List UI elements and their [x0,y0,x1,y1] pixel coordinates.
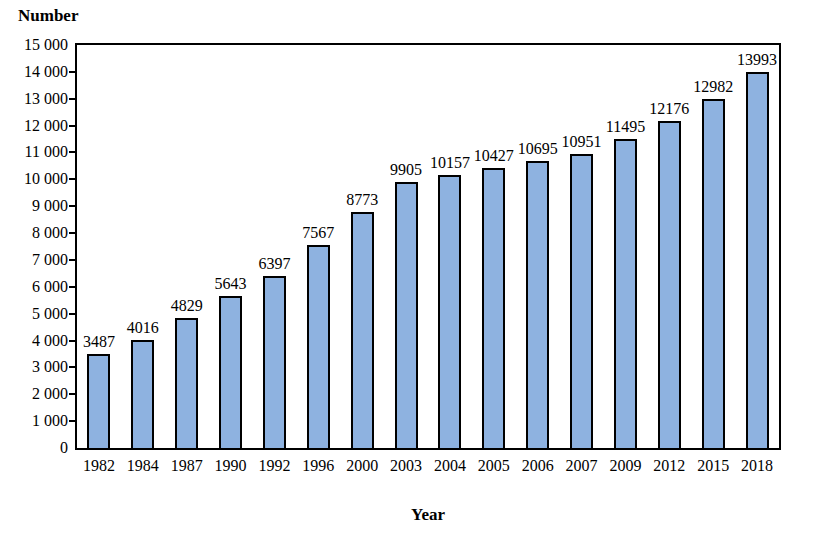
y-tick-label: 11 000 [25,144,68,160]
bar-value-label: 4016 [127,320,159,336]
y-axis-title: Number [18,6,78,26]
x-tick-label: 2009 [609,458,641,474]
bar-1987 [175,318,198,448]
bar-1996 [307,245,330,448]
bar-value-label: 8773 [346,192,378,208]
bar-1982 [87,354,110,448]
bar-2005 [482,168,505,448]
y-tick-mark [69,393,75,395]
y-tick-mark [69,286,75,288]
x-tick-label: 2012 [653,458,685,474]
y-tick-mark [69,420,75,422]
bar-value-label: 4829 [171,298,203,314]
bar-2000 [351,212,374,448]
y-tick-mark [69,71,75,73]
x-tick-label: 2018 [741,458,773,474]
y-tick-label: 8 000 [32,225,68,241]
bar-value-label: 13993 [737,52,777,68]
y-tick-label: 1 000 [32,413,68,429]
y-tick-mark [69,98,75,100]
y-tick-label: 5 000 [32,306,68,322]
y-tick-mark [69,259,75,261]
bar-2009 [614,139,637,448]
x-tick-label: 1996 [302,458,334,474]
bar-2004 [438,175,461,448]
bar-1992 [263,276,286,448]
bar-2007 [570,154,593,448]
y-tick-mark [69,125,75,127]
y-tick-label: 13 000 [24,91,68,107]
x-tick-label: 2007 [566,458,598,474]
y-tick-mark [69,151,75,153]
bar-value-label: 10427 [474,148,514,164]
y-tick-label: 15 000 [24,37,68,53]
bar-value-label: 9905 [390,162,422,178]
bar-value-label: 3487 [83,334,115,350]
bar-value-label: 11495 [606,119,645,135]
y-tick-label: 2 000 [32,386,68,402]
x-tick-label: 1984 [127,458,159,474]
bar-value-label: 12176 [649,101,689,117]
y-tick-mark [69,366,75,368]
y-tick-label: 0 [60,440,68,456]
x-tick-label: 1990 [215,458,247,474]
y-tick-label: 4 000 [32,333,68,349]
x-tick-label: 2004 [434,458,466,474]
bar-value-label: 10951 [562,134,602,150]
x-tick-label: 2006 [522,458,554,474]
y-tick-label: 10 000 [24,171,68,187]
x-tick-label: 1982 [83,458,115,474]
bar-value-label: 7567 [302,225,334,241]
bar-chart-figure: Number 0 1 000 2 000 3 000 4 000 5 000 6 000 7 … [0,0,813,535]
y-tick-mark [69,313,75,315]
bar-2018 [746,72,769,448]
bar-value-label: 10695 [518,141,558,157]
y-tick-label: 14 000 [24,64,68,80]
bar-value-label: 5643 [215,276,247,292]
y-tick-mark [69,232,75,234]
bar-2003 [395,182,418,448]
bar-2015 [702,99,725,448]
x-tick-label: 1992 [258,458,290,474]
y-tick-label: 9 000 [32,198,68,214]
bar-value-label: 6397 [258,256,290,272]
y-tick-label: 12 000 [24,118,68,134]
y-tick-label: 6 000 [32,279,68,295]
x-tick-label: 1987 [171,458,203,474]
x-tick-label: 2005 [478,458,510,474]
x-tick-label: 2003 [390,458,422,474]
y-tick-label: 7 000 [32,252,68,268]
bar-value-label: 10157 [430,155,470,171]
y-tick-label: 3 000 [32,359,68,375]
bar-1990 [219,296,242,448]
bar-1984 [131,340,154,448]
x-tick-label: 2015 [697,458,729,474]
bar-2006 [526,161,549,448]
bar-value-label: 12982 [693,79,733,95]
x-axis-title: Year [75,505,781,525]
y-tick-mark [69,178,75,180]
bar-2012 [658,121,681,448]
y-tick-mark [69,340,75,342]
x-tick-label: 2000 [346,458,378,474]
y-tick-mark [69,205,75,207]
